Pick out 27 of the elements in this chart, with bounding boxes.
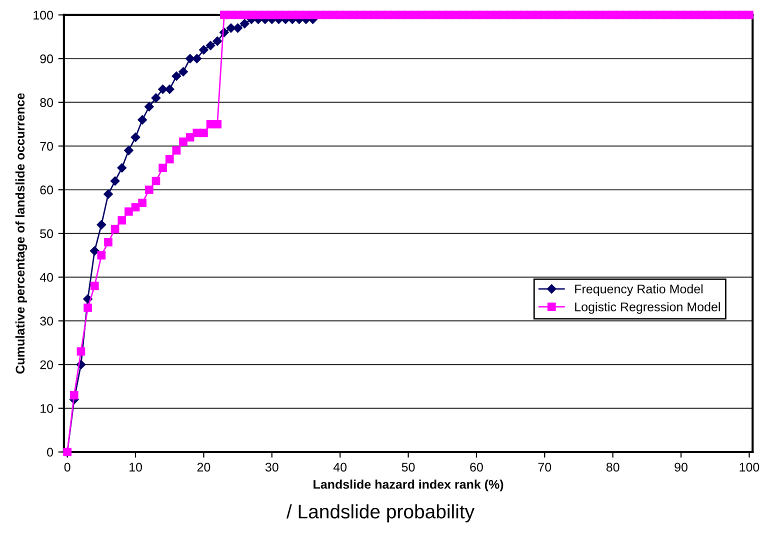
x-tick-label: 20: [197, 462, 210, 472]
y-axis-title: Cumulative percentage of landslide occurrence: [15, 93, 28, 374]
legend-label: Frequency Ratio Model: [575, 284, 703, 296]
x-tick-label: 10: [130, 462, 142, 472]
y-tick-label: 40: [40, 272, 54, 282]
y-tick-label: 30: [40, 316, 54, 326]
y-tick-label: 20: [40, 360, 54, 370]
x-tick-label: 80: [606, 462, 620, 472]
x-tick-label: 30: [265, 462, 278, 472]
x-tick-label: 100: [740, 462, 760, 472]
y-tick-label: 10: [40, 404, 54, 413]
y-tick-label: 100: [34, 10, 54, 20]
x-axis-title: Landslide hazard index rank (%): [314, 480, 504, 492]
x-tick-label: 50: [402, 462, 415, 472]
x-tick-label: 90: [674, 462, 688, 472]
y-tick-label: 70: [40, 142, 54, 151]
x-tick-label: 60: [470, 462, 483, 472]
y-tick-label: 60: [40, 186, 54, 194]
y-tick-label: 50: [40, 229, 54, 238]
legend-label: Logistic Regression Model: [575, 302, 720, 314]
y-tick-label: 0: [47, 448, 54, 457]
y-tick-label: 80: [40, 98, 54, 107]
x-tick-label: 70: [538, 462, 552, 472]
y-tick-label: 90: [40, 54, 54, 64]
x-tick-label: 0: [64, 462, 70, 472]
x-tick-label: 40: [333, 462, 347, 472]
text: / Landslide probability: [286, 504, 475, 522]
